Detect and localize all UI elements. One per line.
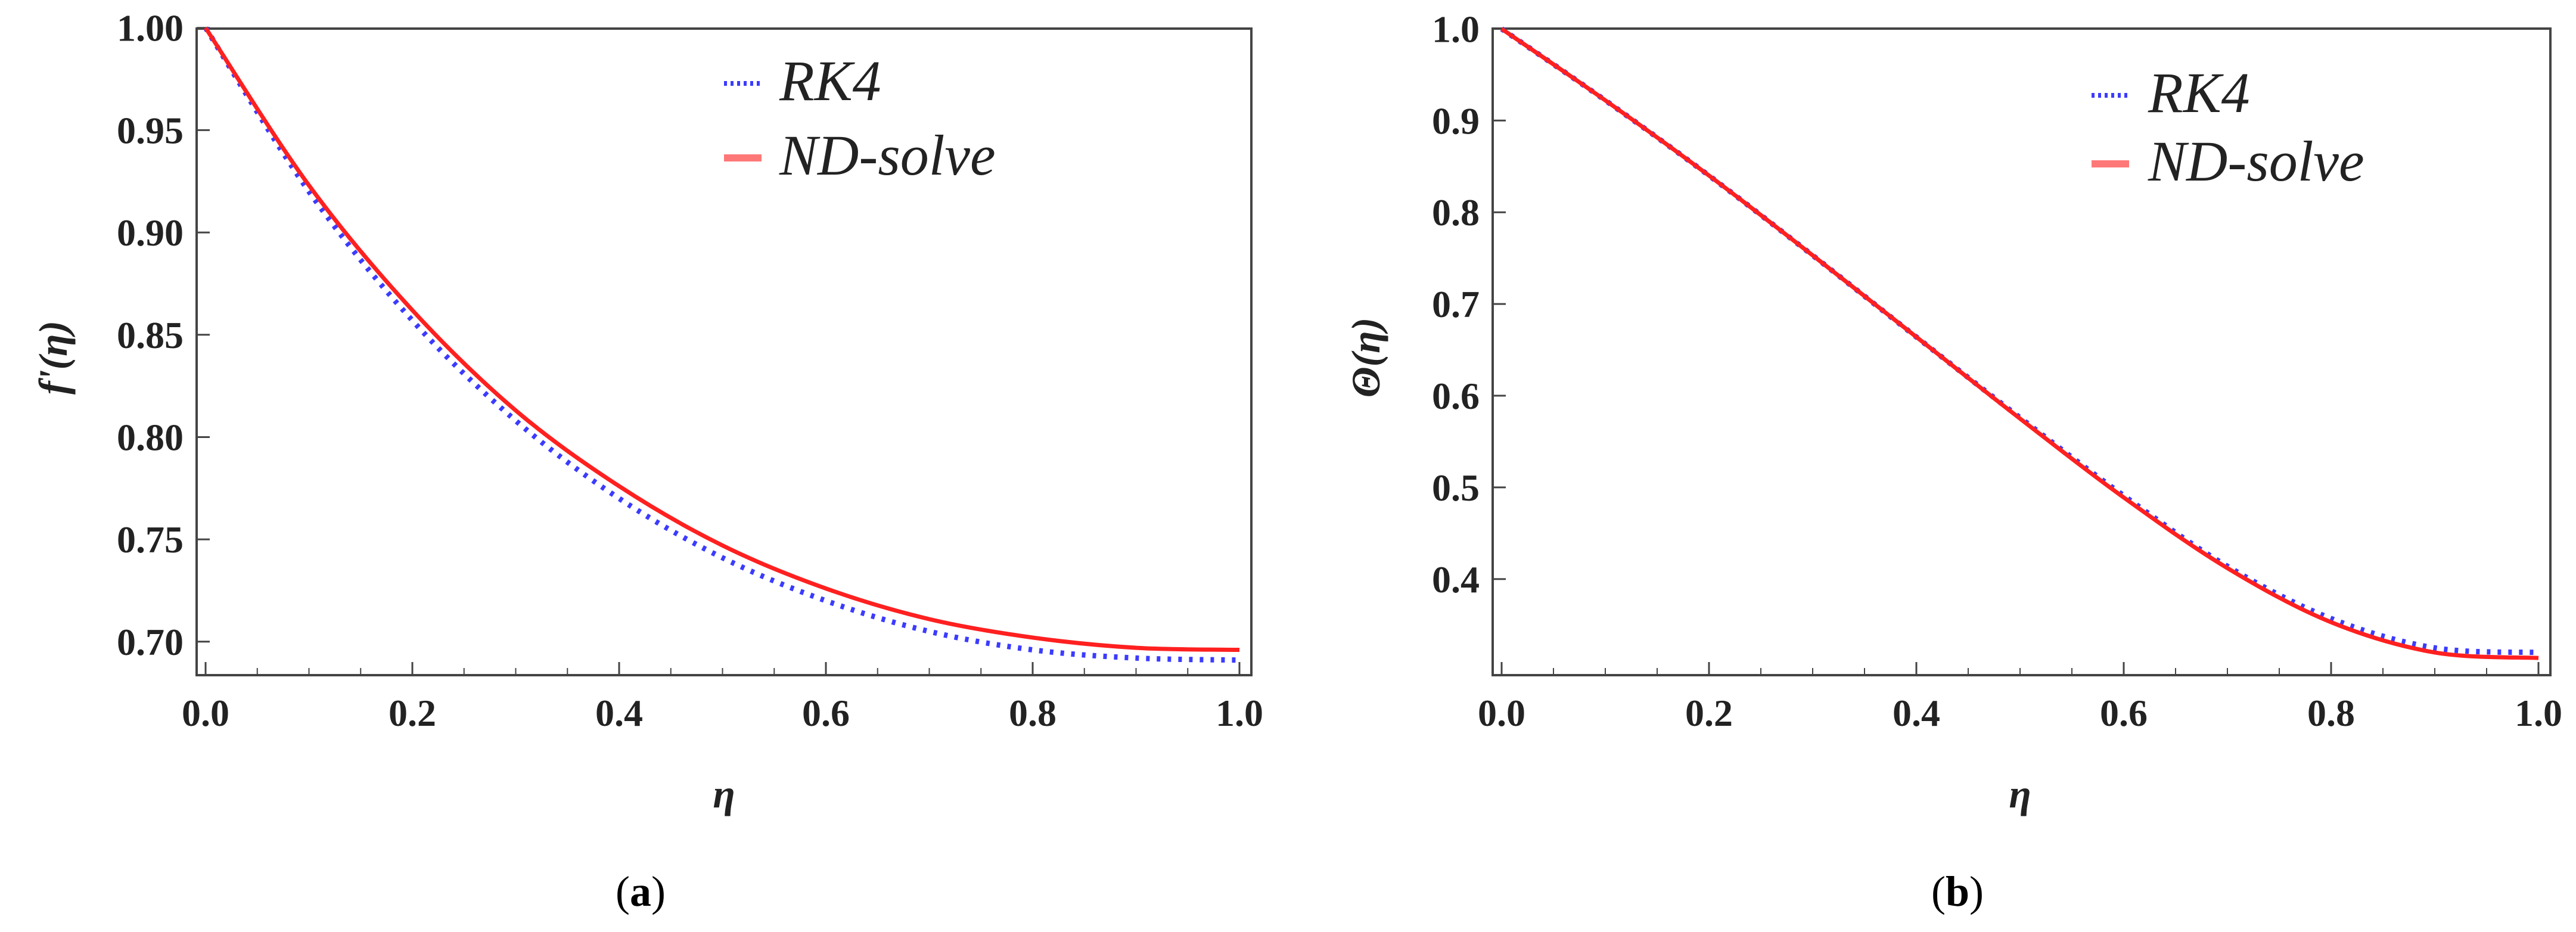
panel-a-legend: RK4 ND-solve [724,49,996,187]
panel-b-chart: 0.0 0.2 0.4 0.6 0.8 1.00.40.50.60.70.80.91.0 … [1343,8,2562,915]
panel-b-x-tick-label: 1.0 [2515,692,2562,734]
panel-a-legend-rk4-label: RK4 [779,49,881,113]
panel-a-series-nd-solve [204,26,1240,653]
panel-a-x-tick-label: 0.6 [802,692,850,734]
panel-a-legend-ndsolve-label: ND-solve [779,123,996,187]
panel-b-curves [1500,26,2539,660]
panel-a-y-tick-label: 0.90 [117,212,184,254]
panel-a-x-tick-label: 0.2 [389,692,436,734]
panel-b-y-axis-label: Θ(η) [1343,318,1388,398]
panel-a-curves [203,26,1240,663]
panel-a-caption: (a) [616,868,666,915]
panel-a-y-tick-label: 1.00 [117,7,184,49]
panel-b-x-tick-label: 0.8 [2307,692,2355,734]
panel-a-x-tick-label: 0.4 [595,692,643,734]
panel-a-x-tick-label: 1.0 [1216,692,1263,734]
panel-b-y-tick-label: 0.4 [1432,558,1480,601]
panel-a-plot-frame [195,27,1253,676]
panel-b-legend-ndsolve-label: ND-solve [2148,129,2364,193]
panel-a-caption-letter: a [630,868,651,915]
panel-a-ticks: 0.0 0.2 0.4 0.6 0.8 1.0 0.70 0.75 0.80 0.85 0.90 0.… [117,7,1263,734]
panel-a-series-rk4 [203,26,1240,663]
panel-b-y-tick-label: 0.5 [1432,467,1480,509]
panel-b-caption-letter: b [1946,868,1969,915]
panel-b-y-tick-label: 0.7 [1432,283,1480,325]
panel-b-y-tick-label: 0.6 [1432,375,1480,417]
panel-a-x-tick-label: 0.8 [1009,692,1056,734]
panel-b-y-tick-label: 0.9 [1432,100,1480,142]
panel-b-series-rk4 [1500,26,2539,655]
panel-b-y-tick-label: 1.0 [1432,8,1480,50]
panel-b-ticks: 0.0 0.2 0.4 0.6 0.8 1.0 0.4 0.5 0.6 0.7 0.8 0.9 1.0 [1432,8,2562,734]
panel-a-y-tick-label: 0.85 [117,314,184,356]
panel-b-x-axis-label: η [2009,771,2031,816]
panel-a-chart: 0.0 0.2 0.4 0.6 0.8 1.0 0.70 0.75 0.80 0.85 0.90 0.… [30,7,1263,915]
panel-b-x-tick-label: 0.6 [2100,692,2148,734]
panel-b-plot-frame [1491,27,2552,676]
panel-b-x-tick-label: 0.4 [1893,692,1940,734]
panel-a-y-axis-label: f'(η) [30,321,76,394]
panel-b-caption: (b) [1931,868,1984,915]
panel-b-y-tick-label: 0.8 [1432,191,1480,234]
panel-a-y-tick-label: 0.70 [117,621,184,663]
panel-b-x-tick-label: 0.0 [1478,692,1525,734]
panel-a-x-tick-label: 0.0 [182,692,229,734]
panel-a-y-tick-label: 0.80 [117,416,184,458]
panel-b-x-tick-label: 0.2 [1685,692,1733,734]
panel-a-x-axis-label: η [713,771,735,816]
panel-a-y-tick-label: 0.75 [117,518,184,561]
panel-b-series-nd-solve [1500,27,2539,660]
panel-a-y-tick-label: 0.95 [117,109,184,151]
panel-b-legend-rk4-label: RK4 [2148,61,2250,125]
panel-b-legend: RK4 ND-solve [2092,61,2364,193]
